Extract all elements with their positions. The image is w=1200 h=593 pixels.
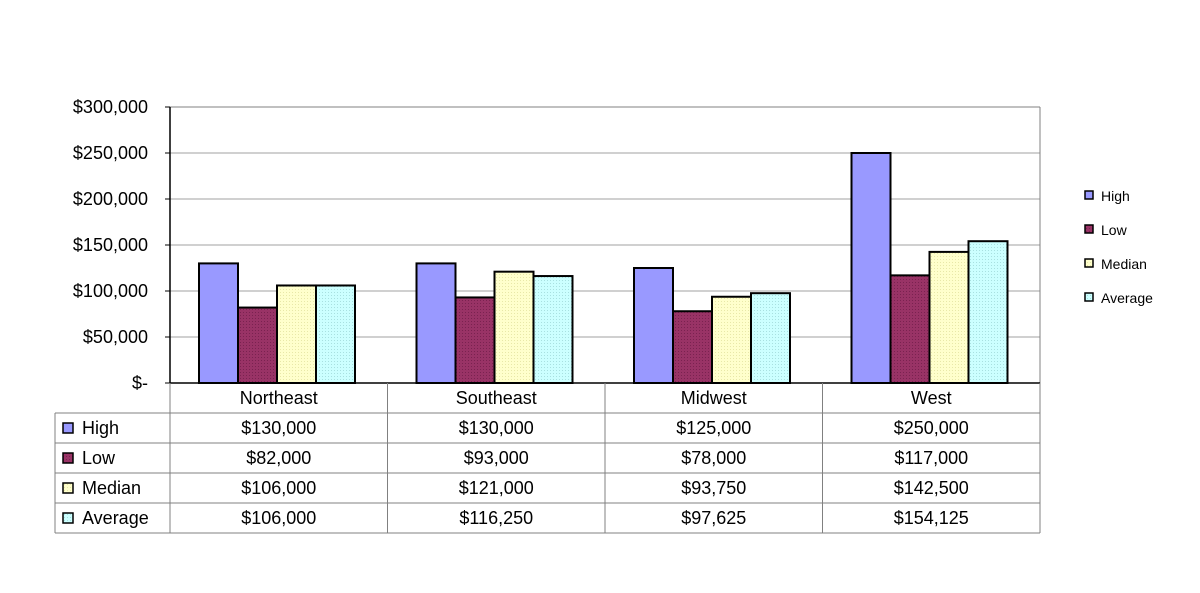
bar-high-west xyxy=(850,152,892,384)
bar-average-northeast xyxy=(315,284,356,385)
y-tick-label: $- xyxy=(132,373,148,393)
data-label: $93,000 xyxy=(464,448,529,468)
table-series-label: High xyxy=(82,418,119,438)
y-tick-label: $250,000 xyxy=(73,143,148,163)
table-series-label: Low xyxy=(82,448,116,468)
legend-label-average: Average xyxy=(1101,290,1153,306)
bar-low-southeast xyxy=(454,296,496,384)
table-legend-key-average xyxy=(62,512,74,524)
x-category-label: Southeast xyxy=(456,388,537,408)
bar-high-midwest xyxy=(633,267,674,384)
legend-label-low: Low xyxy=(1101,222,1128,238)
bar-median-southeast xyxy=(493,270,535,384)
bar-average-west xyxy=(967,240,1009,384)
table-legend-key-median xyxy=(62,482,74,494)
legend-label-high: High xyxy=(1101,188,1130,204)
data-label: $121,000 xyxy=(459,478,534,498)
bar-median-west xyxy=(928,250,970,384)
legend-key-low xyxy=(1084,224,1094,234)
y-tick-label: $300,000 xyxy=(73,97,148,117)
table-legend-key-high xyxy=(62,422,74,434)
y-tick-label: $100,000 xyxy=(73,281,148,301)
data-label: $106,000 xyxy=(241,478,316,498)
y-tick-label: $50,000 xyxy=(83,327,148,347)
bar-average-midwest xyxy=(750,292,791,384)
x-category-label: West xyxy=(911,388,952,408)
x-category-label: Midwest xyxy=(681,388,747,408)
bar-median-northeast xyxy=(276,284,317,385)
bar-low-west xyxy=(889,274,931,384)
table-series-label: Median xyxy=(82,478,141,498)
bar-low-midwest xyxy=(672,310,713,384)
table-series-label: Average xyxy=(82,508,149,528)
data-label: $130,000 xyxy=(459,418,534,438)
bar-average-southeast xyxy=(532,275,574,384)
x-category-label: Northeast xyxy=(240,388,318,408)
legend-key-median xyxy=(1084,258,1094,268)
data-label: $97,625 xyxy=(681,508,746,528)
data-label: $125,000 xyxy=(676,418,751,438)
legend-key-high xyxy=(1084,190,1094,200)
y-tick-label: $150,000 xyxy=(73,235,148,255)
data-label: $142,500 xyxy=(894,478,969,498)
data-label: $82,000 xyxy=(246,448,311,468)
bar-low-northeast xyxy=(237,306,278,384)
legend-key-average xyxy=(1084,292,1094,302)
bar-high-southeast xyxy=(415,262,457,384)
y-tick-label: $200,000 xyxy=(73,189,148,209)
data-label: $78,000 xyxy=(681,448,746,468)
data-label: $106,000 xyxy=(241,508,316,528)
bar-high-northeast xyxy=(198,262,239,384)
data-label: $117,000 xyxy=(894,448,968,468)
legend-label-median: Median xyxy=(1101,256,1147,272)
data-label: $130,000 xyxy=(241,418,316,438)
data-label: $154,125 xyxy=(894,508,969,528)
data-label: $93,750 xyxy=(681,478,746,498)
bar-median-midwest xyxy=(711,295,752,384)
table-legend-key-low xyxy=(62,452,74,464)
data-label: $250,000 xyxy=(894,418,969,438)
data-label: $116,250 xyxy=(459,508,533,528)
